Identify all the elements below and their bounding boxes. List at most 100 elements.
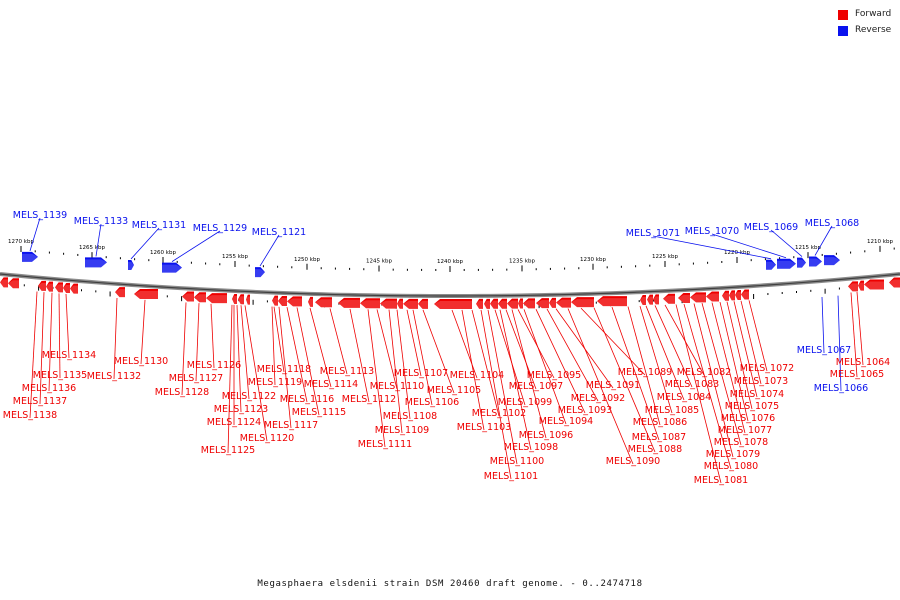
leader-line — [480, 309, 512, 480]
leader-lines — [29, 217, 864, 484]
gene-label: MELS_1068 — [805, 218, 859, 229]
forward-gene-arrow-shade — [498, 300, 507, 309]
reverse-gene-arrow — [255, 267, 265, 278]
forward-gene-arrow-shade — [864, 281, 884, 290]
gene-label: MELS_1127 — [169, 373, 223, 384]
forward-gene-arrow — [246, 294, 250, 305]
forward-gene-arrow — [549, 297, 556, 308]
gene-label: MELS_1126 — [187, 360, 241, 371]
forward-gene-arrow — [63, 283, 70, 294]
gene-label: MELS_1135 — [33, 370, 87, 381]
leader-line — [567, 308, 634, 465]
gene-label: MELS_1104 — [450, 370, 504, 381]
gene-label: MELS_1088 — [628, 444, 682, 455]
gene-label: MELS_1100 — [490, 456, 544, 467]
leader-line — [296, 307, 320, 416]
forward-gene-arrow-shade — [315, 299, 332, 308]
gene-label: MELS_1092 — [571, 393, 625, 404]
gene-label: MELS_1086 — [633, 417, 687, 428]
gene-label: MELS_1081 — [694, 475, 748, 486]
figure-caption: Megasphaera elsdenii strain DSM 20460 dr… — [257, 579, 643, 589]
forward-gene-arrow-shade — [848, 283, 858, 292]
gene-label: MELS_1103 — [457, 422, 511, 433]
forward-gene-arrow-shade — [735, 291, 741, 300]
backbone-line — [0, 273, 900, 297]
leader-line — [195, 303, 200, 382]
leader-line — [664, 304, 705, 376]
forward-gene-arrow-shade — [194, 294, 206, 303]
forward-gene-arrow-shade — [232, 295, 237, 304]
forward-gene-arrow — [360, 298, 380, 309]
forward-gene-arrow-shade — [182, 293, 194, 302]
forward-gene-arrow-shade — [536, 300, 549, 309]
gene-label: MELS_1101 — [484, 471, 538, 482]
gene-label: MELS_1110 — [370, 381, 424, 392]
forward-gene-arrow — [182, 291, 194, 302]
gene-label: MELS_1080 — [704, 461, 758, 472]
forward-gene-arrow — [523, 298, 535, 309]
forward-gene-arrow — [434, 298, 472, 309]
leader-line — [711, 302, 746, 434]
forward-gene-arrow — [476, 298, 483, 309]
gene-label: MELS_1091 — [586, 380, 640, 391]
forward-gene-arrow-shade — [134, 290, 158, 299]
leader-line — [309, 307, 332, 388]
leader-line — [654, 305, 693, 388]
gene-label: MELS_1072 — [740, 363, 794, 374]
gene-label: MELS_1099 — [498, 397, 552, 408]
gene-label: MELS_1134 — [42, 350, 96, 361]
gene-labels: MELS_1139 MELS_1133 MELS_1131 MELS_1129 MELS… — [3, 210, 890, 486]
forward-gene-arrow — [498, 298, 507, 309]
leader-line — [499, 309, 532, 451]
forward-gene-arrow-shade — [272, 297, 278, 306]
forward-gene-arrow — [647, 294, 653, 305]
leader-line — [240, 305, 250, 400]
forward-gene-arrow-shade — [63, 285, 70, 294]
legend-reverse-swatch — [838, 26, 848, 36]
leader-line — [396, 309, 411, 420]
reverse-gene-arrow — [22, 251, 38, 262]
leader-line — [580, 307, 646, 376]
reverse-gene-arrow — [85, 257, 107, 268]
gene-label: MELS_1096 — [519, 430, 573, 441]
axis-tick-label: 1265 kbp — [79, 245, 105, 251]
leader-line — [471, 309, 500, 417]
gene-label: MELS_1085 — [645, 405, 699, 416]
forward-gene-arrow — [206, 293, 227, 304]
gene-label: MELS_1095 — [527, 370, 581, 381]
leader-line — [48, 292, 53, 392]
leader-line — [286, 307, 308, 403]
reverse-gene-arrow-shade — [22, 253, 38, 262]
forward-gene-arrow-shade — [706, 293, 719, 302]
gene-label: MELS_1077 — [718, 425, 772, 436]
leader-line — [422, 309, 455, 394]
forward-gene-arrow-shade — [889, 279, 900, 288]
gene-label: MELS_1117 — [264, 420, 318, 431]
leader-line — [388, 309, 403, 434]
reverse-gene-arrow — [162, 262, 182, 273]
gene-label: MELS_1106 — [405, 397, 459, 408]
forward-gene-arrow-shade — [360, 300, 380, 309]
leader-line — [837, 295, 842, 392]
forward-gene-arrow — [722, 290, 729, 301]
gene-label: MELS_1112 — [342, 394, 396, 405]
gene-label: MELS_1113 — [320, 366, 374, 377]
gene-label: MELS_1097 — [509, 381, 563, 392]
leader-line — [140, 299, 146, 365]
forward-gene-arrow-shade — [46, 283, 53, 292]
leader-line — [726, 301, 753, 410]
gene-label: MELS_1123 — [214, 404, 268, 415]
forward-gene-arrow-shade — [549, 299, 556, 308]
leader-line — [546, 308, 599, 402]
forward-gene-arrow-shade — [434, 300, 472, 309]
gene-label: MELS_1065 — [830, 369, 884, 380]
forward-gene-arrow-shade — [663, 295, 675, 304]
gene-label: MELS_1129 — [193, 223, 247, 234]
axis-tick-label: 1230 kbp — [580, 257, 606, 263]
forward-gene-arrow — [490, 298, 498, 309]
forward-gene-arrow-shade — [518, 300, 523, 309]
axis-tick-label: 1250 kbp — [294, 257, 320, 263]
forward-gene-arrow-shade — [490, 300, 498, 309]
forward-gene-arrow — [55, 282, 63, 293]
forward-gene-arrow — [272, 295, 278, 306]
